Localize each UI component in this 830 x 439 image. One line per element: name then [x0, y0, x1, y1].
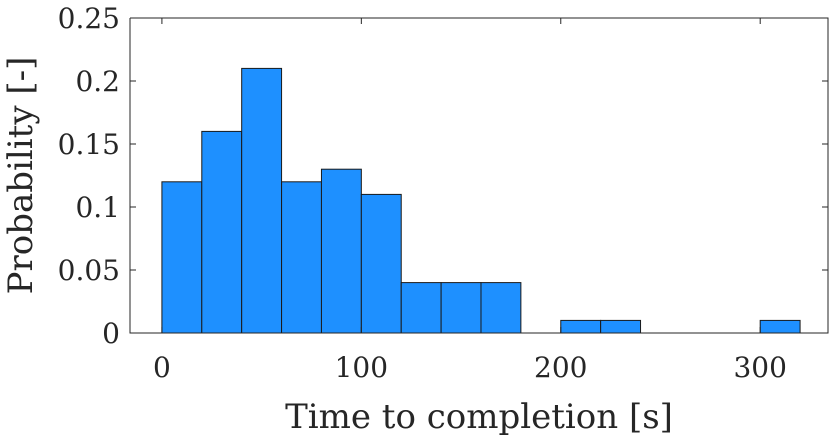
y-ticks: 0 0.05 0.1 0.15 0.2 0.25 [58, 2, 828, 350]
histogram-bar [400, 282, 442, 334]
histogram-bar [600, 319, 642, 334]
histogram-bar [241, 67, 283, 334]
x-tick-label: 300 [733, 351, 786, 384]
histogram-bar [480, 282, 522, 334]
y-tick-label: 0.25 [58, 2, 120, 35]
y-tick-label: 0.15 [58, 128, 120, 161]
histogram-bar [440, 282, 482, 334]
x-tick-label: 0 [153, 351, 171, 384]
x-axis-label: Time to completion [s] [285, 397, 673, 437]
y-axis-label: Probability [-] [1, 57, 41, 295]
x-tick-label: 100 [335, 351, 388, 384]
x-ticks: 0 100 200 300 [153, 18, 787, 384]
histogram-bar [320, 168, 362, 334]
y-tick-label: 0.1 [75, 191, 120, 224]
histogram-bar [161, 181, 203, 334]
x-tick-label: 200 [534, 351, 587, 384]
histogram-bar [281, 181, 322, 334]
histogram-bar [759, 319, 801, 334]
histogram-bar [201, 130, 243, 334]
y-tick-label: 0.2 [75, 65, 120, 98]
bars-layer [161, 67, 801, 334]
y-tick-label: 0 [102, 317, 120, 350]
y-tick-label: 0.05 [58, 254, 120, 287]
histogram-bar [560, 319, 602, 334]
histogram-bar [360, 193, 402, 334]
